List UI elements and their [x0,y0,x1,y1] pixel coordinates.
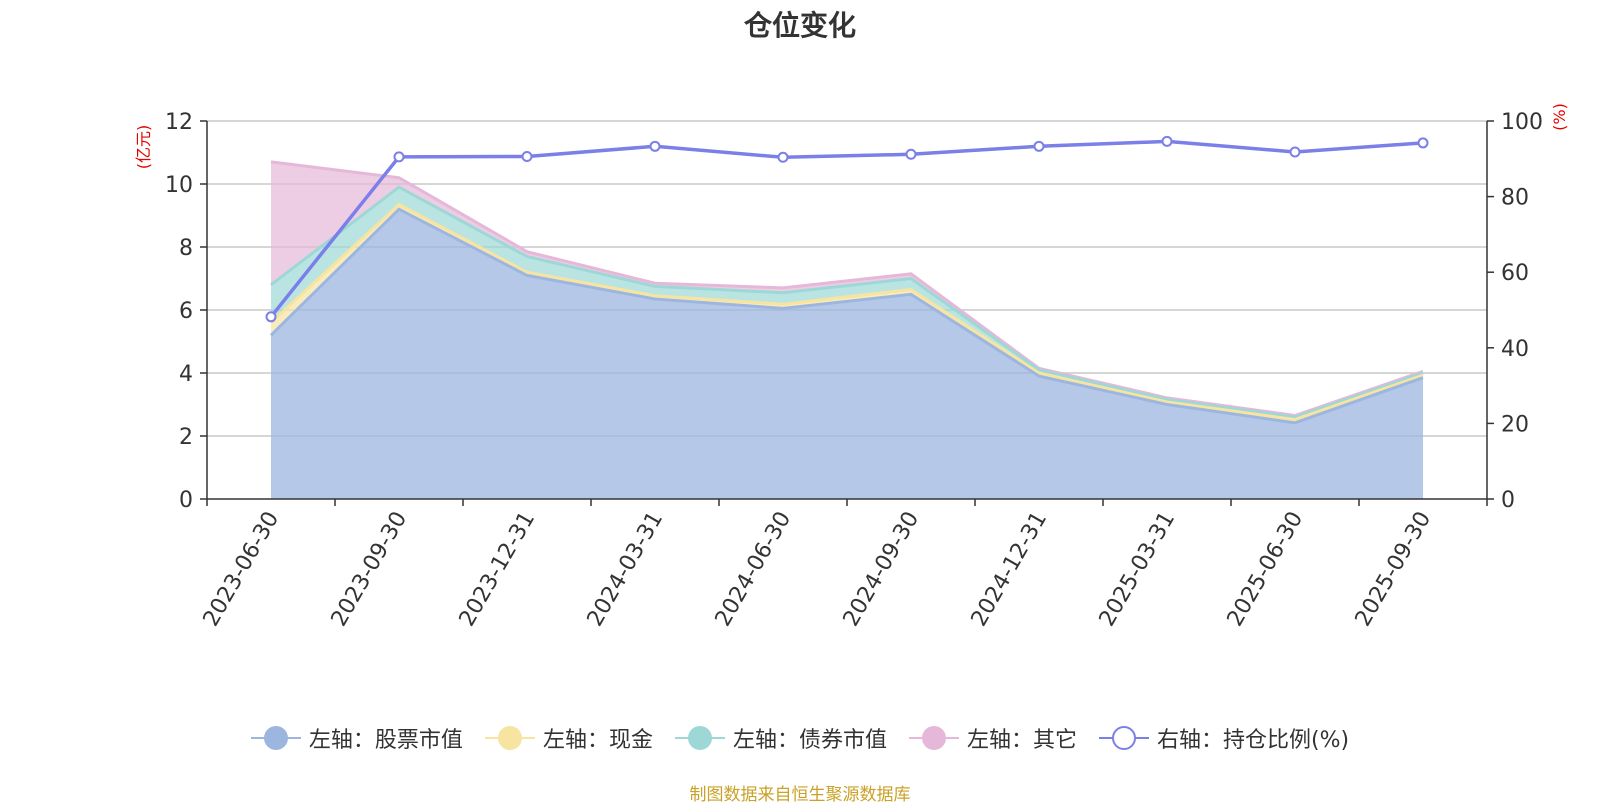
right-tick-label-1: 20 [1501,412,1529,437]
x-tick-label-2: 2023-12-31 [455,508,541,631]
legend-symbol-4 [1098,726,1149,750]
line-series-holding-ratio [269,139,1424,318]
line-point-7 [1161,135,1173,147]
source-note: 制图数据来自恒生聚源数据库 [689,785,911,805]
legend-label-3: 左轴：其它 [966,728,1077,753]
line-point-8 [1289,146,1301,158]
legend-item-4[interactable]: 右轴：持仓比例(%) [1098,722,1350,754]
line-point-9 [1417,137,1429,149]
line-point-2 [521,151,533,163]
line-point-5 [905,148,917,160]
area-series-3 [271,161,1423,418]
legend-item-0[interactable]: 左轴：股票市值 [250,722,463,754]
legend-symbol-0 [250,726,301,750]
legend-dot-4 [1111,726,1136,750]
x-tick-label-4: 2024-06-30 [711,508,797,631]
line-point-6 [1033,140,1045,152]
x-tick-label-8: 2025-06-30 [1223,508,1309,631]
x-tick-label-6: 2024-12-31 [967,508,1053,631]
left-tick-label-0: 0 [179,488,193,513]
x-tick-label-9: 2025-09-30 [1351,508,1437,631]
legend: 左轴：股票市值 左轴：现金 左轴：债券市值 左轴：其它 右轴：持仓比例(%) [0,722,1600,754]
left-tick-label-1: 2 [179,425,193,450]
legend-dot-2 [687,726,712,750]
chart-title: 仓位变化 [743,9,856,42]
line-point-3 [649,140,661,152]
legend-symbol-2 [674,726,725,750]
left-tick-label-3: 6 [179,299,193,324]
legend-item-1[interactable]: 左轴：现金 [484,722,653,754]
legend-item-2[interactable]: 左轴：债券市值 [674,722,887,754]
right-tick-label-3: 60 [1501,261,1529,286]
legend-label-1: 左轴：现金 [542,728,653,753]
left-tick-label-6: 12 [165,110,193,135]
legend-dot-1 [497,726,522,750]
x-tick-label-3: 2024-03-31 [583,508,669,631]
legend-item-3[interactable]: 左轴：其它 [908,722,1077,754]
x-tick-label-0: 2023-06-30 [199,508,285,631]
area-edge-2 [270,185,1424,419]
left-tick-label-5: 10 [165,173,193,198]
left-axis-unit-label: (亿元) [134,125,153,170]
legend-dot-0 [263,726,288,750]
line-point-1 [393,151,405,163]
x-tick-label-1: 2023-09-30 [327,508,413,631]
right-tick-label-0: 0 [1501,488,1515,513]
line-point-0 [265,311,277,323]
legend-label-2: 左轴：债券市值 [732,728,887,753]
right-tick-label-5: 100 [1501,110,1543,135]
legend-dot-3 [921,726,946,750]
right-tick-label-4: 80 [1501,186,1529,211]
area-edge-3 [270,160,1424,418]
area-edge-1 [269,202,1424,422]
left-tick-label-4: 8 [179,236,193,261]
legend-label-4: 右轴：持仓比例(%) [1156,728,1350,753]
right-tick-label-2: 40 [1501,337,1529,362]
area-edge-0 [269,207,1424,425]
x-tick-label-7: 2025-03-31 [1095,508,1181,631]
x-tick-label-5: 2024-09-30 [839,508,925,631]
legend-symbol-3 [908,726,959,750]
legend-label-0: 左轴：股票市值 [308,728,463,753]
left-tick-label-2: 4 [179,362,193,387]
area-series-2 [271,187,1423,420]
legend-symbol-1 [484,726,535,750]
area-series-0 [271,209,1423,499]
right-axis-unit-label: (%) [1550,103,1569,131]
line-point-4 [777,151,789,163]
